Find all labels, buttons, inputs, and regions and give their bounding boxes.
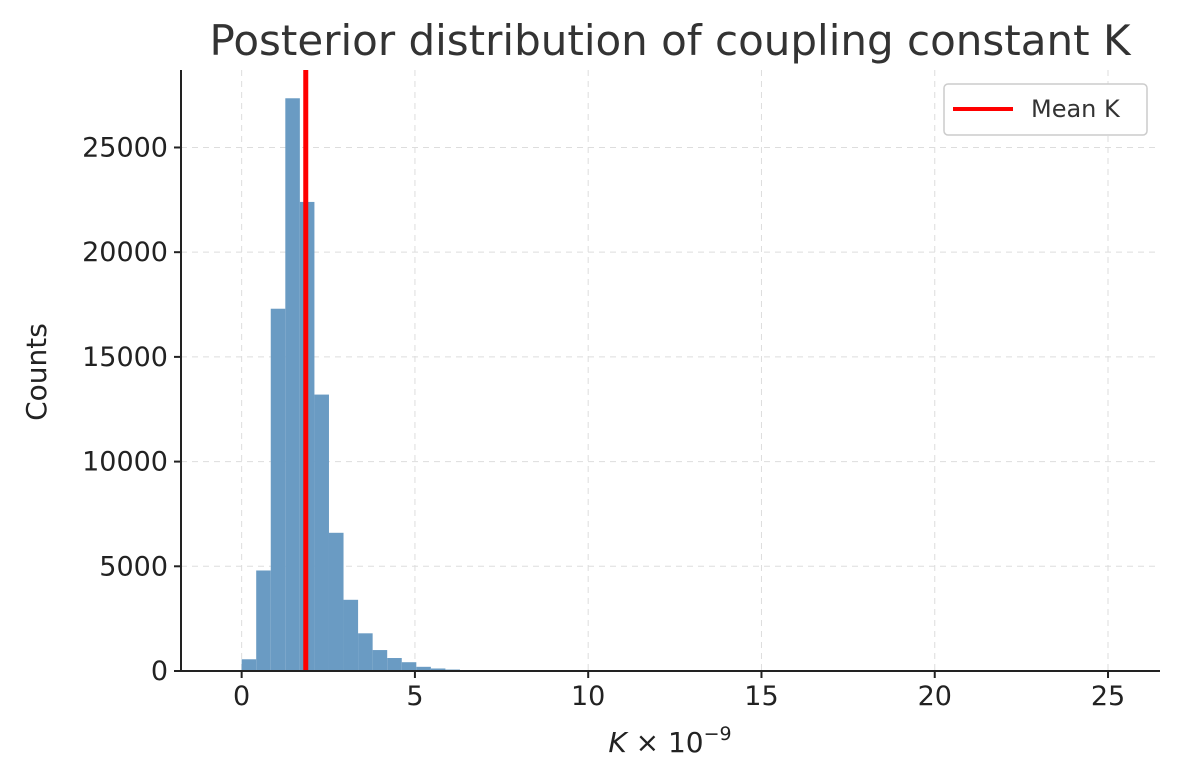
histogram-bar bbox=[314, 394, 329, 671]
y-tick-label: 0 bbox=[151, 656, 168, 687]
histogram-bars bbox=[241, 98, 533, 672]
histogram-bar bbox=[241, 659, 257, 671]
histogram-bar bbox=[430, 668, 446, 671]
y-ticks: 0 5000 10000 15000 20000 25000 bbox=[82, 132, 181, 687]
x-ticks: 0 5 10 15 20 25 bbox=[233, 671, 1125, 712]
x-tick-label: 25 bbox=[1091, 681, 1125, 712]
chart-title: Posterior distribution of coupling const… bbox=[209, 16, 1131, 65]
histogram-bar bbox=[270, 308, 286, 671]
y-tick-label: 25000 bbox=[82, 132, 168, 163]
x-tick-label: 15 bbox=[744, 681, 778, 712]
legend: Mean K bbox=[943, 83, 1148, 136]
x-axis-label-symbol: K bbox=[608, 726, 629, 759]
x-tick-label: 0 bbox=[233, 681, 250, 712]
y-tick-label: 10000 bbox=[82, 447, 168, 478]
x-tick-label: 20 bbox=[918, 681, 952, 712]
y-tick-label: 5000 bbox=[99, 551, 168, 582]
histogram-bar bbox=[416, 666, 431, 671]
histogram-bar bbox=[372, 650, 388, 671]
histogram-bar bbox=[343, 599, 359, 671]
histogram-bar bbox=[256, 570, 271, 671]
histogram-bar bbox=[387, 658, 402, 671]
x-tick-label: 10 bbox=[571, 681, 605, 712]
histogram-bar bbox=[401, 662, 417, 671]
x-axis-label-exponent: −9 bbox=[704, 723, 732, 745]
legend-mean-label: Mean K bbox=[1031, 95, 1121, 123]
x-axis-label: K × 10−9 bbox=[608, 723, 731, 759]
histogram-bar bbox=[358, 633, 373, 671]
legend-box bbox=[943, 83, 1148, 136]
y-tick-label: 20000 bbox=[82, 237, 168, 268]
axes bbox=[180, 70, 1160, 672]
histogram-bar bbox=[285, 98, 300, 672]
x-tick-label: 5 bbox=[406, 681, 423, 712]
x-axis-label-factor: × 10 bbox=[627, 726, 704, 759]
y-axis-label: Counts bbox=[20, 323, 53, 421]
y-tick-label: 15000 bbox=[82, 342, 168, 373]
histogram-bar bbox=[328, 532, 344, 671]
